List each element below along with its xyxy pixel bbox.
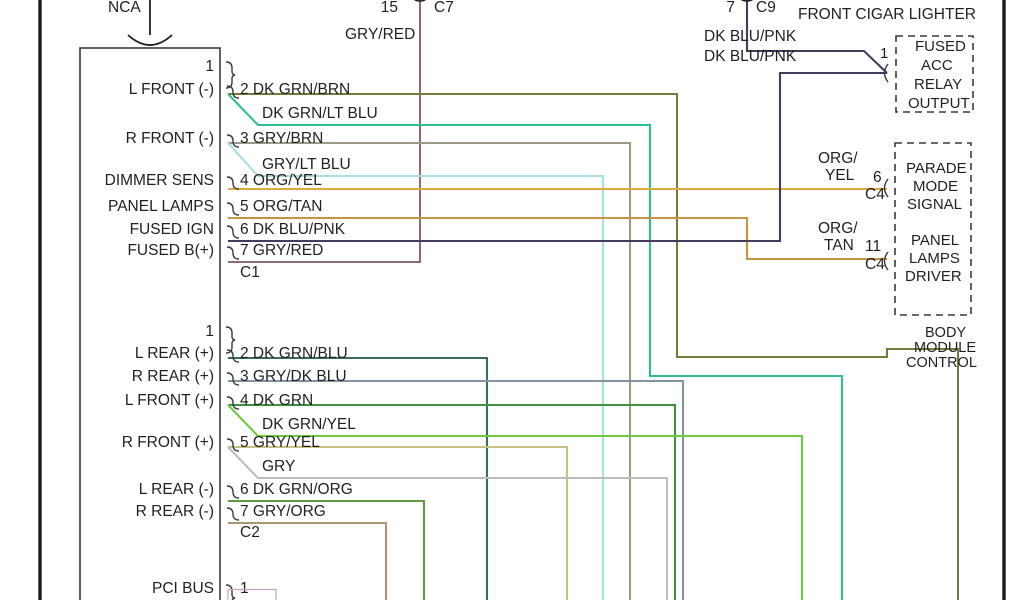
svg-text:2 DK GRN/BRN: 2 DK GRN/BRN xyxy=(240,81,350,98)
svg-text:C4: C4 xyxy=(865,186,885,203)
svg-text:C2: C2 xyxy=(240,524,260,541)
svg-text:L FRONT (+): L FRONT (+) xyxy=(125,392,214,409)
svg-text:6 DK GRN/ORG: 6 DK GRN/ORG xyxy=(240,481,353,498)
svg-text:6 DK BLU/PNK: 6 DK BLU/PNK xyxy=(240,221,346,238)
svg-text:DK BLU/PNK: DK BLU/PNK xyxy=(704,48,797,65)
svg-text:11: 11 xyxy=(865,238,881,255)
svg-text:PANEL LAMPS: PANEL LAMPS xyxy=(108,198,214,215)
svg-text:MODE: MODE xyxy=(913,178,958,195)
svg-text:DK GRN/YEL: DK GRN/YEL xyxy=(262,416,356,433)
svg-text:3 GRY/BRN: 3 GRY/BRN xyxy=(240,130,323,147)
svg-text:1: 1 xyxy=(205,58,214,75)
svg-text:OUTPUT: OUTPUT xyxy=(908,95,970,112)
svg-text:FRONT CIGAR LIGHTER: FRONT CIGAR LIGHTER xyxy=(798,6,976,23)
svg-text:TAN: TAN xyxy=(824,237,854,254)
svg-text:PCI BUS: PCI BUS xyxy=(152,580,214,597)
svg-text:2 DK GRN/BLU: 2 DK GRN/BLU xyxy=(240,345,348,362)
svg-text:GRY/LT BLU: GRY/LT BLU xyxy=(262,156,351,173)
svg-text:ACC: ACC xyxy=(921,57,953,74)
svg-text:R FRONT (+): R FRONT (+) xyxy=(122,434,214,451)
svg-text:CONTROL: CONTROL xyxy=(906,355,977,371)
svg-text:GRY/RED: GRY/RED xyxy=(345,26,415,43)
svg-text:6: 6 xyxy=(873,169,882,186)
svg-text:R REAR (+): R REAR (+) xyxy=(132,368,214,385)
svg-text:L REAR (-): L REAR (-) xyxy=(139,481,214,498)
svg-text:5 GRY/YEL: 5 GRY/YEL xyxy=(240,434,320,451)
svg-text:L FRONT (-): L FRONT (-) xyxy=(129,81,214,98)
svg-text:7: 7 xyxy=(726,0,735,16)
svg-text:1: 1 xyxy=(880,45,888,62)
svg-text:1: 1 xyxy=(240,580,249,597)
svg-text:MODULE: MODULE xyxy=(914,340,976,356)
svg-text:7 GRY/ORG: 7 GRY/ORG xyxy=(240,503,326,520)
svg-text:NCA: NCA xyxy=(108,0,141,16)
svg-text:SIGNAL: SIGNAL xyxy=(907,196,962,213)
svg-text:1: 1 xyxy=(205,323,214,340)
svg-text:C9: C9 xyxy=(756,0,776,16)
svg-text:DRIVER: DRIVER xyxy=(905,268,962,285)
svg-text:GRY: GRY xyxy=(262,458,295,475)
svg-text:FUSED IGN: FUSED IGN xyxy=(130,221,214,238)
svg-text:L REAR (+): L REAR (+) xyxy=(135,345,214,362)
svg-text:C1: C1 xyxy=(240,264,260,281)
svg-text:DK GRN/LT BLU: DK GRN/LT BLU xyxy=(262,105,378,122)
svg-text:7 GRY/RED: 7 GRY/RED xyxy=(240,242,323,259)
svg-text:3 GRY/DK BLU: 3 GRY/DK BLU xyxy=(240,368,347,385)
svg-text:FUSED B(+): FUSED B(+) xyxy=(127,242,214,259)
svg-text:DIMMER SENS: DIMMER SENS xyxy=(105,172,214,189)
svg-text:R FRONT (-): R FRONT (-) xyxy=(126,130,214,147)
svg-text:15: 15 xyxy=(381,0,398,16)
svg-text:5 ORG/TAN: 5 ORG/TAN xyxy=(240,198,322,215)
svg-text:PANEL: PANEL xyxy=(911,232,959,249)
svg-text:BODY: BODY xyxy=(925,325,966,341)
svg-text:C7: C7 xyxy=(434,0,454,16)
svg-text:PARADE: PARADE xyxy=(906,160,967,177)
svg-text:FUSED: FUSED xyxy=(915,38,966,55)
svg-text:ORG/: ORG/ xyxy=(818,220,858,237)
svg-text:ORG/: ORG/ xyxy=(818,150,858,167)
svg-text:YEL: YEL xyxy=(825,167,855,184)
svg-text:R REAR (-): R REAR (-) xyxy=(136,503,214,520)
svg-text:RELAY: RELAY xyxy=(914,76,962,93)
svg-text:4 DK GRN: 4 DK GRN xyxy=(240,392,313,409)
svg-text:LAMPS: LAMPS xyxy=(909,250,960,267)
svg-text:C4: C4 xyxy=(865,256,885,273)
svg-text:DK BLU/PNK: DK BLU/PNK xyxy=(704,28,797,45)
svg-text:4 ORG/YEL: 4 ORG/YEL xyxy=(240,172,322,189)
